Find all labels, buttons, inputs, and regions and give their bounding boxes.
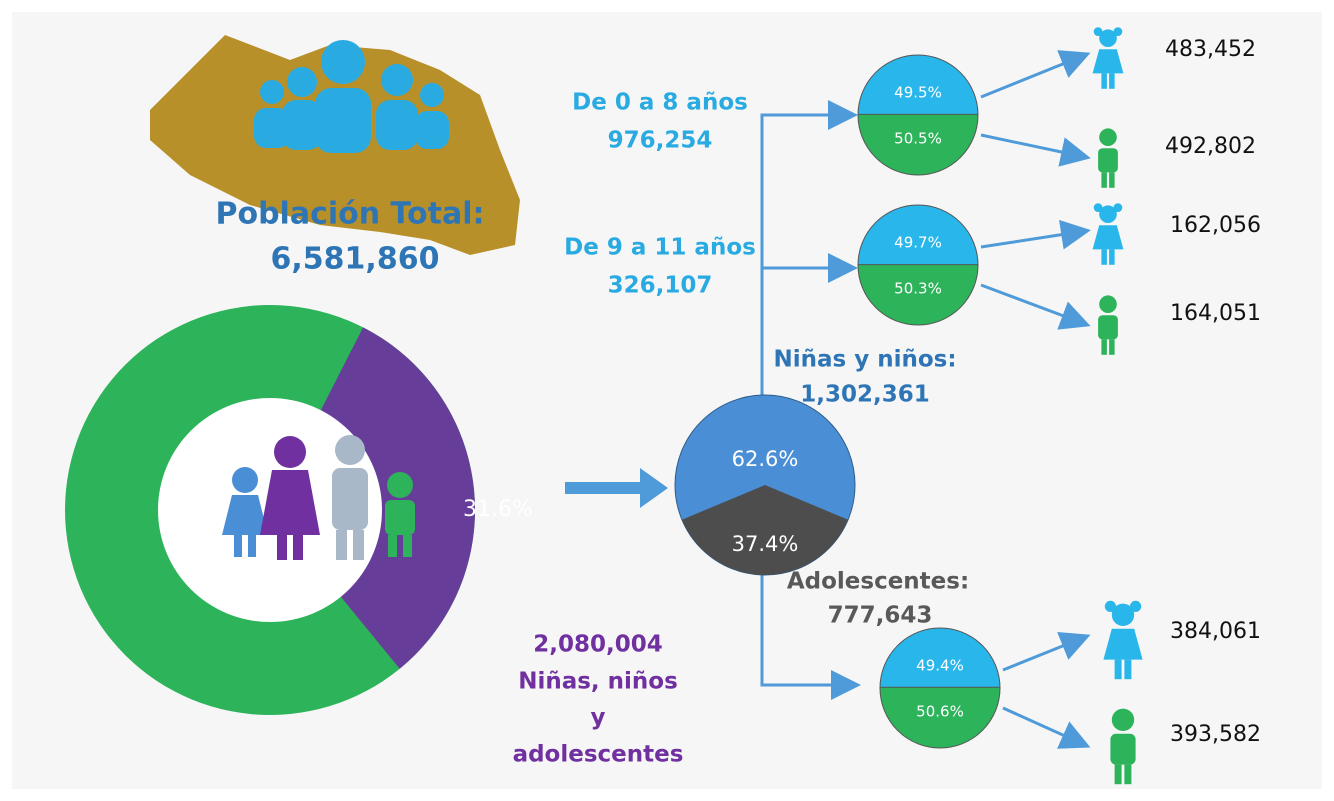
arrow (1002, 632, 1091, 672)
group-label: De 0 a 8 años (572, 90, 748, 116)
icon-head (1099, 205, 1117, 223)
icon-leg (1101, 73, 1107, 89)
icon-body (1110, 733, 1136, 765)
icon-head (1099, 128, 1117, 146)
icon-body (1092, 49, 1124, 74)
pie-outline (879, 627, 1001, 749)
boys-count: 164,051 (1170, 301, 1261, 326)
icon-hair (1113, 27, 1123, 36)
nna-label: Niñas, niños (518, 669, 678, 695)
teens-label: Adolescentes: (787, 569, 969, 595)
connector (760, 100, 861, 700)
icon-leg (1101, 172, 1107, 188)
teens-count: 777,643 (828, 603, 933, 629)
boys-count: 492,802 (1165, 134, 1256, 159)
group-count: 326,107 (608, 273, 713, 299)
girls-count: 162,056 (1170, 213, 1261, 238)
icon-body (1103, 628, 1143, 660)
arrow (565, 468, 668, 508)
nna-count: 2,080,004 (533, 632, 663, 658)
boy-icon (1110, 708, 1136, 785)
icon-body (1092, 225, 1124, 250)
girls-count: 384,061 (1170, 619, 1261, 644)
children-label: Niñas y niños: (773, 347, 956, 373)
nna-label: y (591, 705, 606, 731)
group-count: 976,254 (608, 128, 713, 154)
pie-label: 49.4% (916, 657, 964, 675)
icon-leg (1124, 659, 1132, 680)
people-icon (254, 40, 449, 153)
icon-body (1098, 148, 1118, 173)
icon-leg (1124, 764, 1132, 785)
pie-label: 50.3% (894, 280, 942, 298)
pie-label: 49.7% (894, 234, 942, 252)
girl-icon (1092, 203, 1124, 265)
family-icon (222, 435, 415, 560)
arrow (980, 133, 1091, 167)
icon-leg (1109, 339, 1115, 355)
icon-head (1111, 603, 1135, 626)
pie-teens (681, 485, 849, 576)
boy-icon (1098, 128, 1118, 188)
icon-head (1099, 29, 1117, 47)
donut-label: 31.6% (463, 497, 533, 522)
pie-label: 49.5% (894, 84, 942, 102)
pie-label: 62.6% (732, 447, 799, 471)
icon-head (1111, 708, 1135, 731)
arrow (980, 219, 1091, 250)
arrow (980, 50, 1091, 99)
icon-hair (1130, 600, 1142, 613)
pie-outline (857, 54, 979, 176)
girl-icon (1092, 27, 1124, 89)
total: 6,581,860 (271, 242, 440, 277)
nna-label: adolescentes (513, 742, 684, 768)
icon-leg (1109, 73, 1115, 89)
girl-icon (1103, 600, 1143, 680)
pie-label: 50.6% (916, 703, 964, 721)
title: Población Total: (215, 197, 484, 232)
icon-leg (1114, 764, 1122, 785)
icon-head (1099, 295, 1117, 314)
icon-leg (1101, 249, 1107, 265)
children-count: 1,302,361 (800, 382, 930, 408)
icon-leg (1109, 172, 1115, 188)
arrow (1002, 706, 1091, 749)
girls-count: 483,452 (1165, 37, 1256, 62)
boy-icon (1098, 295, 1118, 355)
pie-label: 50.5% (894, 130, 942, 148)
group-label: De 9 a 11 años (564, 235, 756, 261)
icon-hair (1113, 203, 1123, 213)
pie-label: 37.4% (732, 532, 799, 556)
icon-hair (1093, 203, 1103, 213)
icon-leg (1109, 249, 1115, 265)
icon-leg (1114, 659, 1122, 680)
icon-body (1098, 315, 1118, 340)
arrow (980, 283, 1091, 330)
icon-leg (1101, 339, 1107, 355)
icon-hair (1093, 27, 1103, 36)
boys-count: 393,582 (1170, 722, 1261, 747)
icon-hair (1104, 600, 1116, 613)
